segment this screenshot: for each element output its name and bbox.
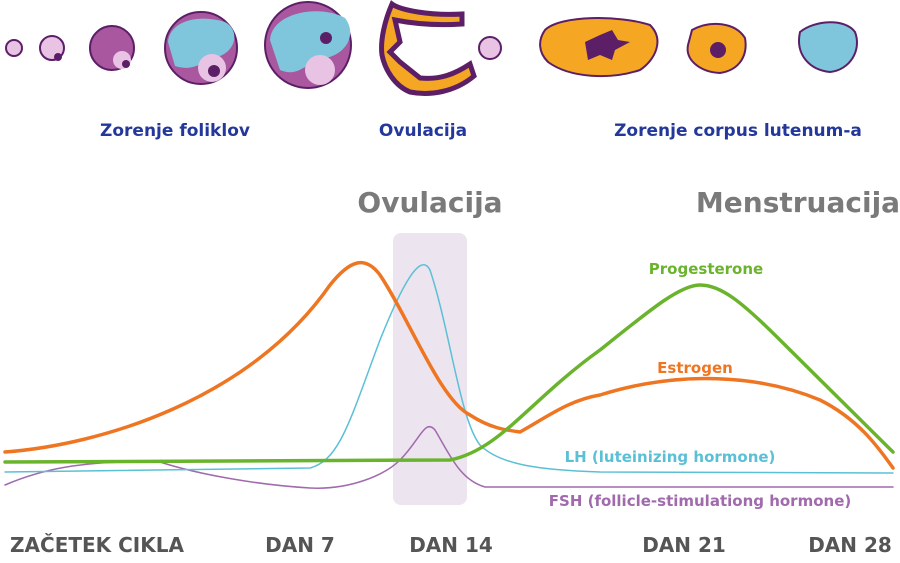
hormone-label: Progesterone xyxy=(649,260,763,278)
stage-label: Zorenje foliklov xyxy=(100,121,250,141)
estrogen-curve xyxy=(3,260,895,470)
phase-label: Ovulacija xyxy=(357,186,502,219)
follicle-icons xyxy=(5,0,858,96)
hormone-label: Estrogen xyxy=(657,359,733,377)
day-label: DAN 21 xyxy=(642,533,726,557)
hormone-label: LH (luteinizing hormone) xyxy=(565,448,776,466)
hormone-label: FSH (follicle-stimulationg hormone) xyxy=(549,492,851,510)
day-label: DAN 14 xyxy=(409,533,493,557)
hormone-curves xyxy=(3,260,895,489)
day-label: DAN 28 xyxy=(808,533,892,557)
progesterone-curve xyxy=(3,283,895,464)
day-label: DAN 7 xyxy=(265,533,335,557)
phase-label: Menstruacija xyxy=(696,186,900,219)
ovulation-band xyxy=(393,233,467,505)
day-label: ZAČETEK CIKLA xyxy=(10,533,184,557)
stage-label: Zorenje corpus lutenum-a xyxy=(614,121,862,141)
lh-curve xyxy=(4,263,894,474)
stage-label: Ovulacija xyxy=(379,121,467,141)
